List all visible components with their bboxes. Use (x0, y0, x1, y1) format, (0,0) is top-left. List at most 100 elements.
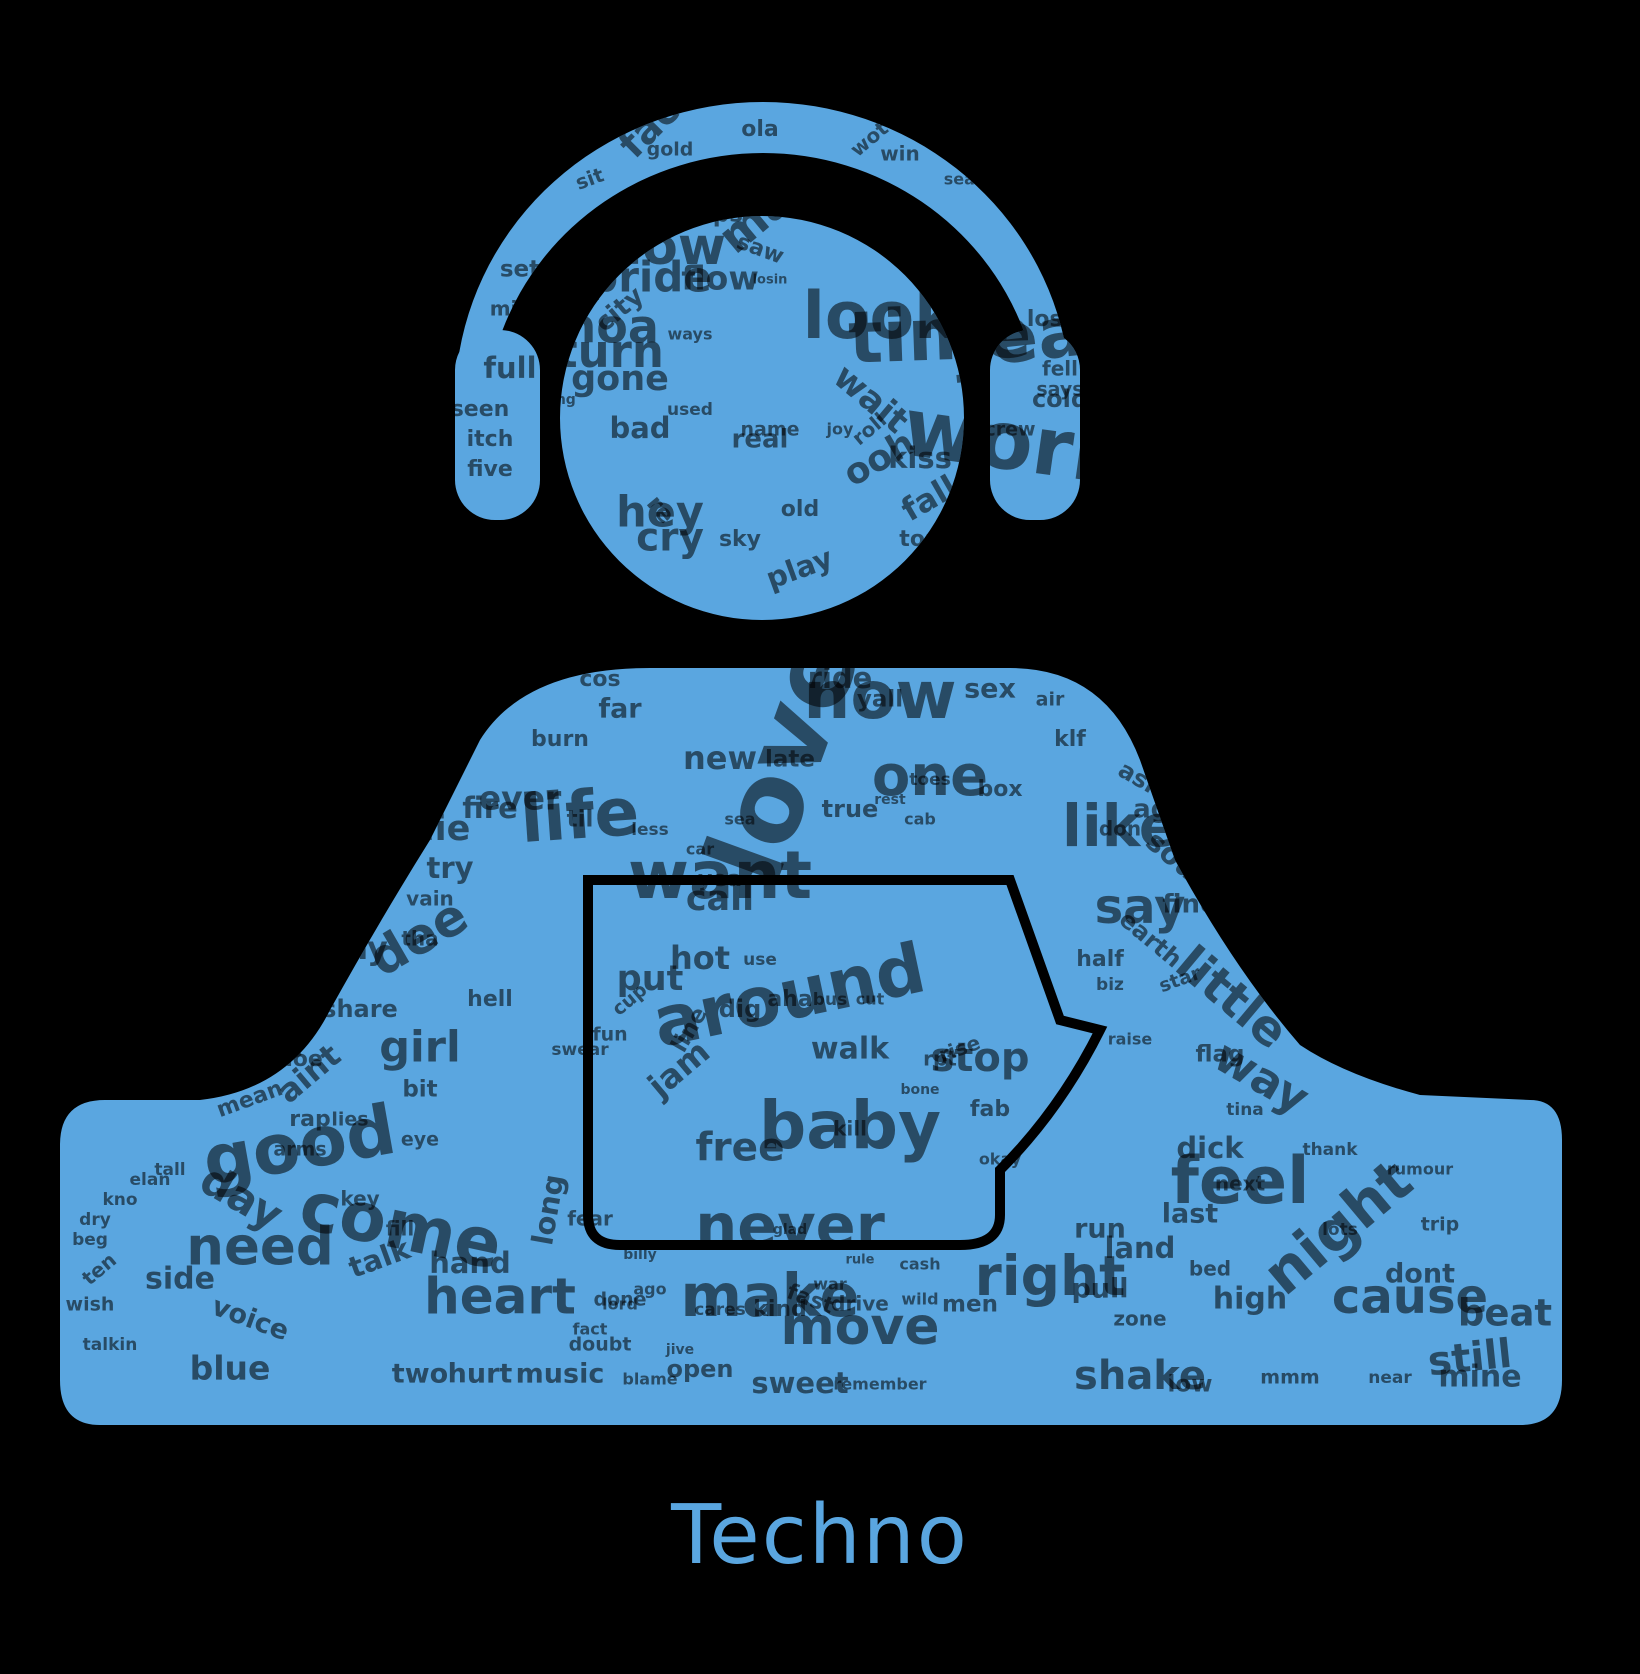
cloud-word: fire (462, 791, 517, 825)
cloud-word: bus (813, 990, 847, 1010)
cloud-word: tall (154, 1160, 185, 1180)
cloud-word: men (942, 1292, 998, 1318)
cloud-word: sex (964, 674, 1016, 705)
cloud-word: one (872, 744, 988, 809)
cloud-word: real (732, 425, 789, 455)
cloud-word: flag (1195, 1042, 1244, 1068)
cloud-word: sweet (751, 1366, 848, 1400)
cloud-word: dry (79, 1210, 111, 1230)
cloud-word: arms (273, 1139, 326, 1161)
cloud-word: cash (899, 1255, 940, 1274)
cloud-word: move (780, 1297, 939, 1357)
cloud-word: land (1105, 1231, 1176, 1265)
cloud-word: ago (633, 1280, 666, 1299)
cloud-word: need (186, 1217, 334, 1278)
cloud-word: kind (753, 1297, 807, 1322)
cloud-word: stop (930, 1035, 1029, 1081)
cloud-word: walk (811, 1032, 890, 1067)
cloud-word: shake (1074, 1353, 1206, 1399)
cloud-word: sky (719, 527, 761, 552)
cloud-word: put (617, 959, 684, 999)
cloud-word: rap (289, 1107, 330, 1132)
cloud-word: war (813, 1275, 847, 1294)
cloud-word: two (392, 1359, 448, 1390)
cloud-word: pull (1071, 1274, 1128, 1305)
cloud-word: dig (719, 995, 762, 1023)
cloud-word: yall (857, 687, 903, 713)
cloud-word: gone (571, 359, 669, 399)
cloud-word: wild (901, 1290, 938, 1309)
cloud-word: wish (66, 1294, 115, 1316)
cloud-word: remember (833, 1375, 926, 1394)
cloud-word: next (1215, 1172, 1266, 1196)
cloud-word: done (593, 1289, 646, 1311)
cloud-word: flow (681, 259, 759, 298)
cloud-word: zone (1113, 1307, 1166, 1331)
cloud-word: glad (773, 1222, 807, 1238)
cloud-word: music (516, 1359, 605, 1390)
cloud-word: rest (874, 792, 906, 808)
cloud-word: bone (900, 1082, 939, 1098)
cloud-word: lies (331, 1109, 368, 1131)
cloud-word: car (686, 840, 714, 859)
cloud-word: itch (467, 427, 514, 452)
cloud-word: box (977, 777, 1022, 802)
cloud-word: old (781, 497, 819, 522)
cloud-word: fun (592, 1024, 627, 1046)
cloud-word: bad (609, 411, 670, 445)
cloud-word: kiss (888, 441, 952, 475)
cloud-word: feel (1171, 1144, 1310, 1219)
cloud-word: still (1426, 1331, 1514, 1386)
cloud-word: klf (1054, 727, 1086, 752)
cloud-word: biz (1096, 975, 1124, 995)
cloud-word: mine (1438, 1360, 1521, 1395)
cloud-word: dont (1385, 1259, 1455, 1290)
cloud-word: fact (573, 1320, 608, 1339)
cloud-word: burn (531, 727, 589, 752)
cloud-word: tha (401, 927, 438, 951)
cloud-word: hell (467, 987, 513, 1012)
cloud-word: cry (636, 516, 704, 561)
cloud-word: rule (846, 1253, 875, 1268)
cloud-word: call (686, 879, 754, 919)
cloud-word: elan (130, 1170, 171, 1190)
cloud-word: tina (1226, 1100, 1264, 1120)
cloud-word: true (822, 795, 879, 823)
cloud-word: til (567, 807, 594, 833)
cloud-word: open (666, 1355, 733, 1383)
cloud-word: lots (1322, 1220, 1358, 1240)
cloud-word: joy (826, 420, 854, 439)
cloud-word: cab (904, 810, 936, 829)
cloud-word: doubt (569, 1334, 632, 1356)
cloud-word: hurt (448, 1359, 513, 1390)
cloud-word: hand (429, 1246, 511, 1280)
cloud-word: fab (970, 1097, 1010, 1122)
cloud-word: aha (767, 987, 812, 1012)
cloud-word: blue (190, 1349, 271, 1388)
cloud-word: free (695, 1126, 784, 1171)
cloud-word: side (145, 1262, 215, 1297)
cloud-word: baby (759, 1087, 941, 1164)
cloud-word: toes (909, 770, 950, 790)
cloud-word: rumour (1387, 1160, 1453, 1179)
cloud-word: vain (406, 887, 454, 911)
cloud-word: near (1368, 1368, 1412, 1388)
cloud-word: key (340, 1187, 379, 1211)
genre-caption: Techno (671, 1488, 969, 1583)
cloud-word: mmm (1260, 1367, 1319, 1389)
cloud-word: beg (72, 1230, 108, 1250)
cloud-word: drive (831, 1292, 889, 1316)
cloud-word: don (1099, 817, 1141, 841)
cloud-word: hot (670, 939, 730, 977)
cloud-word: rpt (923, 1047, 957, 1071)
cloud-word: high (1213, 1282, 1287, 1317)
cloud-word: win (880, 142, 920, 166)
cloud-word: half (1076, 947, 1124, 972)
cloud-word: run (1074, 1214, 1126, 1245)
cloud-word: fill (386, 1217, 415, 1241)
cloud-word: talkin (83, 1335, 138, 1355)
cloud-word: less (631, 820, 669, 840)
cloud-word: fell (1042, 357, 1078, 381)
cloud-word: low (1168, 1372, 1213, 1398)
cloud-word: eye (401, 1129, 439, 1151)
